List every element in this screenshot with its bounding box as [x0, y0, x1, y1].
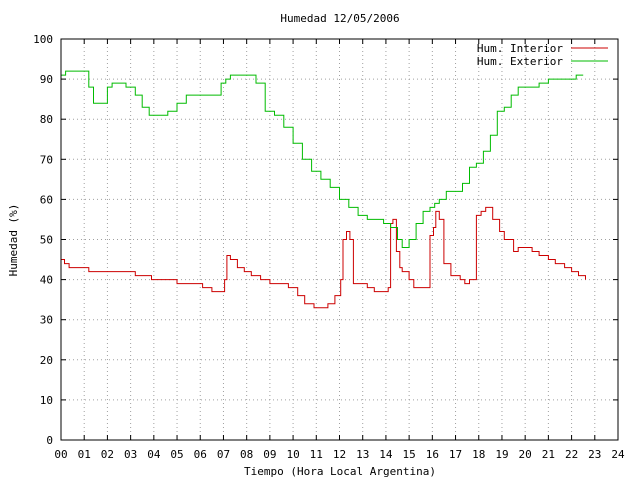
- legend: Hum. Interior Hum. Exterior: [477, 42, 608, 68]
- series-line-exterior: [61, 70, 584, 248]
- x-tick-label: 19: [495, 448, 508, 461]
- x-tick-label: 11: [310, 448, 323, 461]
- axis-ticks: [60, 38, 619, 441]
- x-tick-label: 09: [263, 448, 276, 461]
- x-tick-label: 23: [588, 448, 601, 461]
- series-lines: [61, 70, 586, 309]
- x-tick-label: 12: [333, 448, 346, 461]
- x-tick-label: 15: [403, 448, 416, 461]
- grid: [61, 39, 618, 440]
- y-tick-label: 70: [40, 153, 53, 166]
- x-tick-label: 16: [426, 448, 439, 461]
- x-tick-label: 21: [542, 448, 555, 461]
- x-tick-labels: 00 01 02 03 04 05 06 07 08 09 10 11 12 13 14 15 16 17 18 19…: [54, 448, 625, 461]
- x-tick-label: 13: [356, 448, 369, 461]
- x-tick-label: 03: [124, 448, 137, 461]
- x-tick-label: 06: [194, 448, 207, 461]
- x-axis-label: Tiempo (Hora Local Argentina): [244, 465, 436, 478]
- x-tick-label: 01: [78, 448, 91, 461]
- y-tick-label: 10: [40, 394, 53, 407]
- y-tick-label: 80: [40, 113, 53, 126]
- y-tick-label: 60: [40, 193, 53, 206]
- y-tick-label: 100: [33, 33, 53, 46]
- x-tick-label: 24: [611, 448, 625, 461]
- x-tick-label: 02: [101, 448, 114, 461]
- x-tick-label: 07: [217, 448, 230, 461]
- x-tick-label: 20: [519, 448, 532, 461]
- x-tick-label: 17: [449, 448, 462, 461]
- x-tick-label: 22: [565, 448, 578, 461]
- legend-label-interior: Hum. Interior: [477, 42, 563, 55]
- series-line-interior: [61, 206, 586, 309]
- x-tick-label: 10: [286, 448, 299, 461]
- x-tick-label: 04: [147, 448, 161, 461]
- y-tick-label: 50: [40, 234, 53, 247]
- y-axis-label: Humedad (%): [7, 204, 20, 277]
- y-tick-labels: 0 10 20 30 40 50 60 70 80 90 100: [33, 33, 53, 447]
- x-tick-label: 05: [170, 448, 183, 461]
- y-tick-label: 30: [40, 314, 53, 327]
- y-tick-label: 90: [40, 73, 53, 86]
- x-tick-label: 00: [54, 448, 67, 461]
- legend-label-exterior: Hum. Exterior: [477, 55, 563, 68]
- x-tick-label: 18: [472, 448, 485, 461]
- y-tick-label: 20: [40, 354, 53, 367]
- chart-title: Humedad 12/05/2006: [280, 12, 399, 25]
- x-tick-label: 14: [379, 448, 393, 461]
- y-tick-label: 40: [40, 274, 53, 287]
- x-tick-label: 08: [240, 448, 253, 461]
- y-tick-label: 0: [46, 434, 53, 447]
